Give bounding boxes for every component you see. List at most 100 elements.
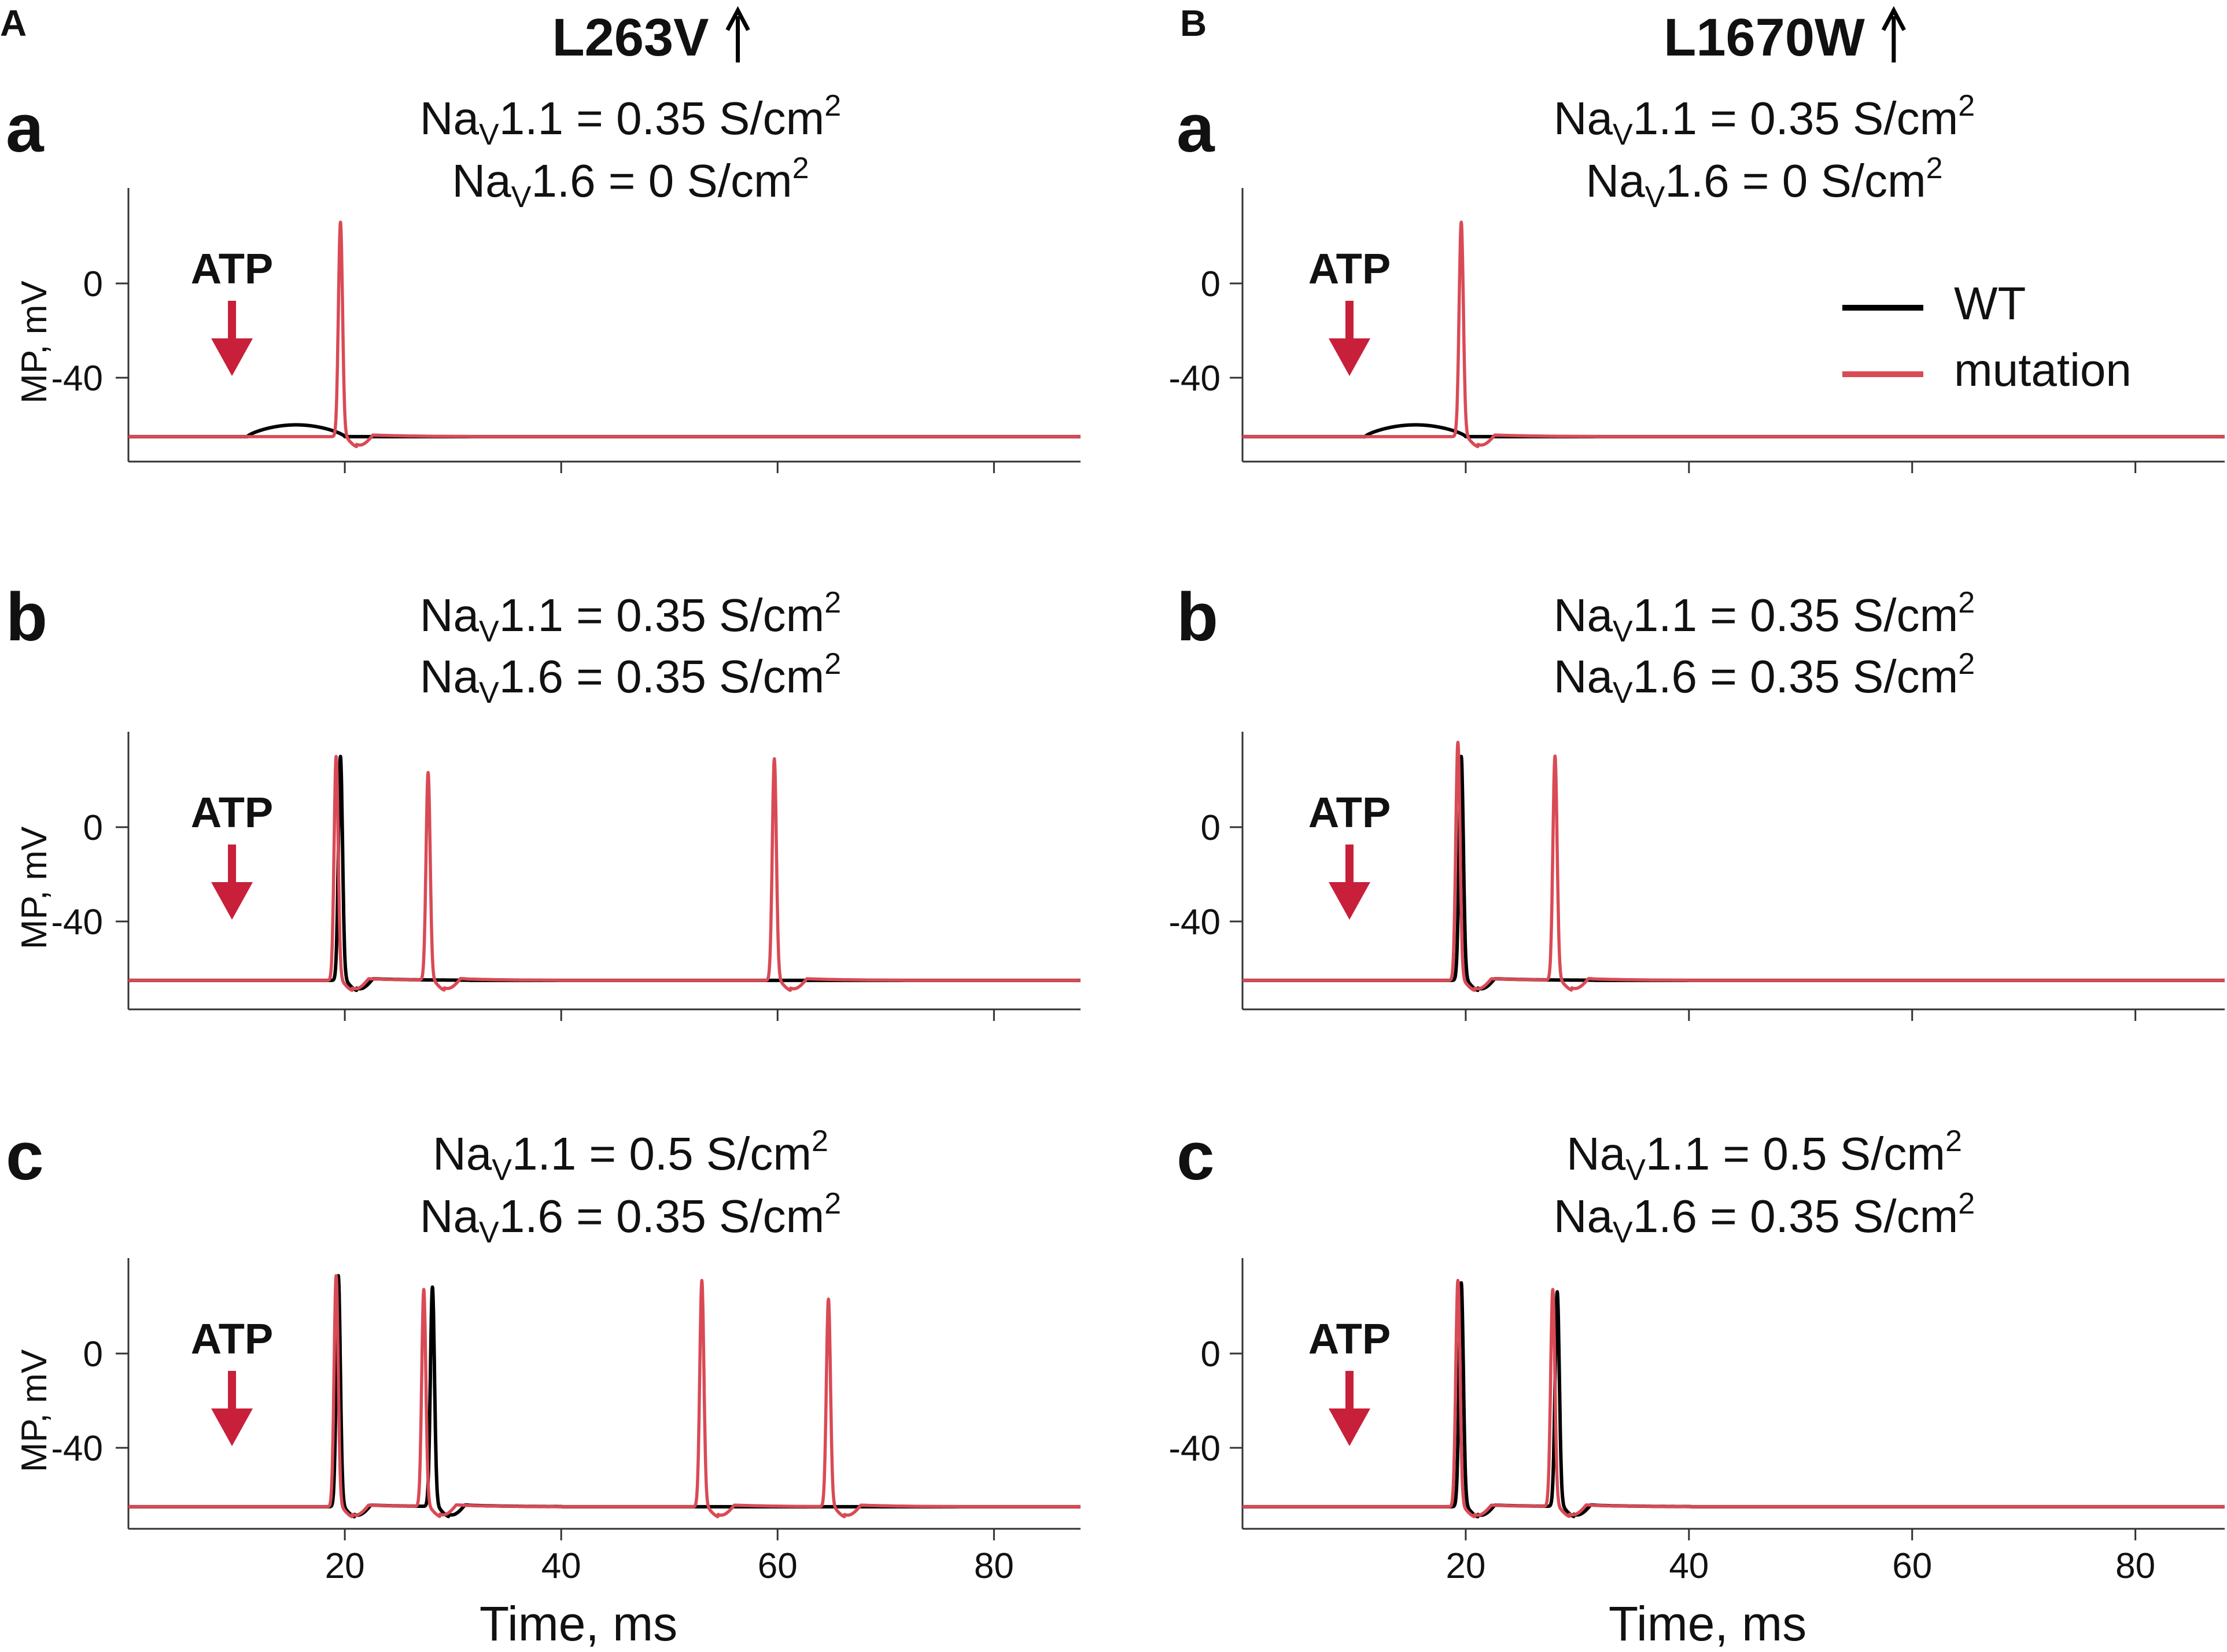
y-tick-label: 0 [83, 264, 103, 304]
y-tick-label: -40 [1168, 902, 1221, 942]
column-title-A: L263V [552, 8, 709, 67]
trace-mutation [1241, 220, 2226, 448]
title-rest: 1.1 = 0.35 S/cm [499, 93, 825, 144]
y-tick-label: 0 [83, 808, 103, 848]
row-letter: c [1177, 1118, 1215, 1194]
atp-label: ATP [1308, 788, 1391, 836]
title-rest: 1.1 = 0.35 S/cm [1633, 93, 1959, 144]
x-tick-label: 80 [974, 1546, 1014, 1586]
title-subscript: V [1625, 1153, 1646, 1187]
title-subscript: V [479, 118, 499, 152]
panel-title-line: NaV1.6 = 0.35 S/cm2 [420, 1187, 841, 1249]
title-superscript: 2 [824, 586, 841, 620]
y-tick-label: 0 [83, 1334, 103, 1374]
title-superscript: 2 [1958, 586, 1975, 620]
atp-label: ATP [191, 788, 274, 836]
x-tick-label: 20 [1446, 1546, 1485, 1586]
title-na: Na [420, 93, 480, 144]
title-superscript: 2 [792, 152, 809, 185]
title-subscript: V [1613, 118, 1633, 152]
atp-arrow-icon [211, 882, 253, 920]
x-tick-label: 40 [1669, 1546, 1709, 1586]
panel-title-line: NaV1.6 = 0.35 S/cm2 [420, 647, 841, 710]
title-superscript: 2 [824, 647, 841, 681]
trace-wt [127, 423, 1082, 438]
panel-title-line: NaV1.6 = 0.35 S/cm2 [1554, 1187, 1975, 1249]
title-rest: 1.6 = 0.35 S/cm [1633, 1190, 1959, 1242]
y-tick-label: -40 [51, 359, 103, 399]
x-tick-label: 60 [1892, 1546, 1932, 1586]
column-title-B: L1670W [1664, 8, 1865, 67]
title-na: Na [420, 1190, 480, 1242]
row-letter: a [6, 90, 45, 167]
legend: WT mutation [1842, 278, 2132, 396]
title-na: Na [420, 589, 480, 641]
panel-title-line: NaV1.6 = 0 S/cm2 [1586, 152, 1942, 214]
y-axis-label: MP, mV [14, 1349, 54, 1472]
x-tick-label: 60 [758, 1546, 798, 1586]
panel-title-line: NaV1.1 = 0.35 S/cm2 [1554, 586, 1975, 648]
column-arrow-head-icon [1881, 6, 1906, 31]
title-superscript: 2 [812, 1124, 828, 1158]
title-na: Na [452, 155, 511, 207]
trace-mutation [1241, 1278, 2226, 1518]
y-tick-label: -40 [1168, 359, 1221, 399]
y-tick-label: 0 [1201, 264, 1221, 304]
title-rest: 1.6 = 0 S/cm [531, 155, 792, 207]
y-axis-label: MP, mV [14, 281, 54, 404]
column-arrow-head-icon [725, 6, 750, 31]
panel-title-line: NaV1.6 = 0.35 S/cm2 [1554, 647, 1975, 710]
row-letter: b [1177, 579, 1218, 655]
panel-title-line: NaV1.1 = 0.35 S/cm2 [1554, 89, 1975, 152]
title-rest: 1.6 = 0.35 S/cm [499, 651, 825, 702]
y-tick-label: 0 [1201, 808, 1221, 848]
title-rest: 1.1 = 0.35 S/cm [499, 589, 825, 641]
title-na: Na [1554, 93, 1613, 144]
title-subscript: V [479, 676, 499, 710]
title-rest: 1.1 = 0.5 S/cm [512, 1128, 812, 1179]
y-axis-label: MP, mV [14, 826, 54, 949]
x-axis-label: Time, ms [1609, 1596, 1806, 1651]
title-subscript: V [1613, 676, 1633, 710]
title-rest: 1.6 = 0 S/cm [1665, 155, 1926, 207]
panel-title-line: NaV1.1 = 0.35 S/cm2 [420, 586, 841, 648]
panel-letter-A: A [0, 2, 27, 44]
atp-arrow-icon [1328, 1408, 1370, 1446]
panel-letter-B: B [1180, 2, 1207, 44]
row-letter: b [6, 579, 47, 655]
legend-wt-label: WT [1954, 278, 2026, 329]
title-superscript: 2 [1958, 1187, 1975, 1220]
title-superscript: 2 [824, 89, 841, 123]
atp-label: ATP [191, 1315, 274, 1363]
title-na: Na [433, 1128, 492, 1179]
title-rest: 1.6 = 0.35 S/cm [1633, 651, 1959, 702]
title-subscript: V [1645, 180, 1665, 214]
row-letter: c [6, 1118, 44, 1194]
x-tick-label: 20 [325, 1546, 365, 1586]
title-na: Na [1554, 1190, 1613, 1242]
y-tick-label: -40 [1168, 1429, 1221, 1469]
title-subscript: V [479, 615, 499, 648]
title-rest: 1.6 = 0.35 S/cm [499, 1190, 825, 1242]
panel-title-line: NaV1.6 = 0 S/cm2 [452, 152, 809, 214]
y-tick-label: -40 [51, 1429, 103, 1469]
atp-arrow-icon [211, 338, 253, 376]
title-na: Na [1566, 1128, 1626, 1179]
panel-title-line: NaV1.1 = 0.5 S/cm2 [433, 1124, 828, 1187]
title-rest: 1.1 = 0.35 S/cm [1633, 589, 1959, 641]
legend-mutation-label: mutation [1954, 344, 2132, 396]
title-superscript: 2 [824, 1187, 841, 1220]
title-na: Na [1554, 651, 1613, 702]
atp-arrow-icon [211, 1408, 253, 1446]
y-tick-label: -40 [51, 902, 103, 942]
title-na: Na [1554, 589, 1613, 641]
trace-wt [127, 1274, 1082, 1519]
atp-label: ATP [191, 245, 274, 293]
title-subscript: V [1613, 615, 1633, 648]
